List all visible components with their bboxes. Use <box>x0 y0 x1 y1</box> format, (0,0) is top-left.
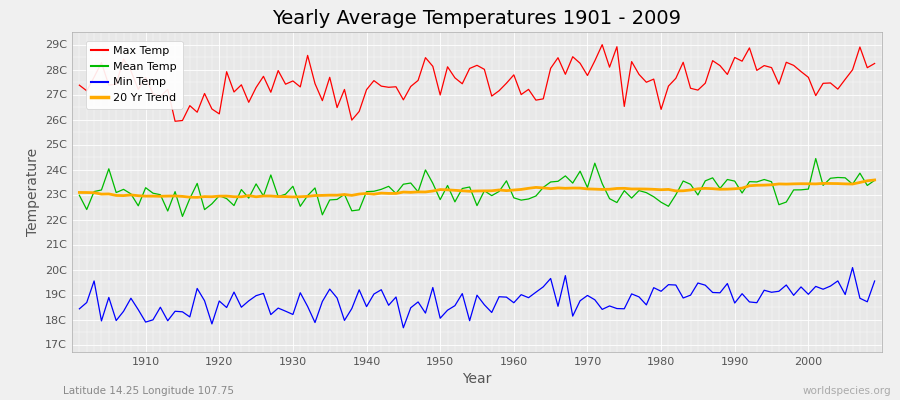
Min Temp <box>74 306 85 311</box>
Max Temp <box>611 44 622 49</box>
20 Yr Trend <box>604 187 615 192</box>
Min Temp <box>133 307 144 312</box>
20 Yr Trend <box>346 193 357 198</box>
Min Temp <box>516 292 526 297</box>
20 Yr Trend <box>192 195 202 200</box>
Mean Temp <box>810 156 821 161</box>
Mean Temp <box>302 193 313 198</box>
Min Temp <box>339 318 350 323</box>
Text: Latitude 14.25 Longitude 107.75: Latitude 14.25 Longitude 107.75 <box>63 386 234 396</box>
Min Temp <box>508 300 519 305</box>
Mean Temp <box>869 178 880 183</box>
20 Yr Trend <box>133 193 144 198</box>
Min Temp <box>604 304 615 308</box>
Max Temp <box>302 53 313 58</box>
Line: Max Temp: Max Temp <box>79 45 875 121</box>
Max Temp <box>516 92 526 97</box>
Min Temp <box>847 265 858 270</box>
Max Temp <box>869 61 880 66</box>
Max Temp <box>597 42 608 47</box>
20 Yr Trend <box>516 187 526 192</box>
Mean Temp <box>516 198 526 202</box>
Max Temp <box>133 87 144 92</box>
20 Yr Trend <box>508 188 519 192</box>
Min Temp <box>295 290 306 295</box>
Title: Yearly Average Temperatures 1901 - 2009: Yearly Average Temperatures 1901 - 2009 <box>273 9 681 28</box>
Mean Temp <box>346 208 357 213</box>
Line: Mean Temp: Mean Temp <box>79 158 875 216</box>
Min Temp <box>398 325 409 330</box>
Max Temp <box>170 119 181 124</box>
Max Temp <box>346 118 357 122</box>
Mean Temp <box>508 196 519 200</box>
Max Temp <box>508 72 519 77</box>
Mean Temp <box>133 204 144 208</box>
Line: 20 Yr Trend: 20 Yr Trend <box>79 180 875 197</box>
X-axis label: Year: Year <box>463 372 491 386</box>
20 Yr Trend <box>302 194 313 199</box>
Mean Temp <box>74 193 85 198</box>
Mean Temp <box>604 196 615 201</box>
Line: Min Temp: Min Temp <box>79 268 875 328</box>
Max Temp <box>74 83 85 88</box>
Text: worldspecies.org: worldspecies.org <box>803 386 891 396</box>
Legend: Max Temp, Mean Temp, Min Temp, 20 Yr Trend: Max Temp, Mean Temp, Min Temp, 20 Yr Tre… <box>86 41 183 108</box>
20 Yr Trend <box>869 178 880 182</box>
Y-axis label: Temperature: Temperature <box>25 148 40 236</box>
Mean Temp <box>177 214 188 219</box>
20 Yr Trend <box>74 190 85 195</box>
Min Temp <box>869 278 880 283</box>
